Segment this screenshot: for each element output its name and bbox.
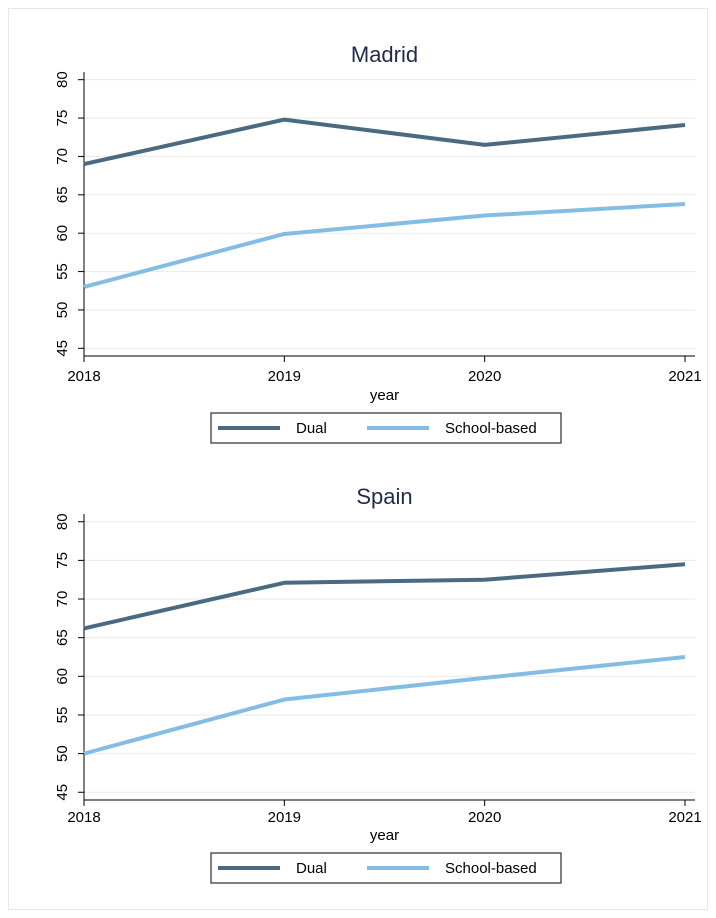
- y-tick-label: 80: [54, 71, 71, 88]
- y-tick-label: 70: [54, 591, 71, 608]
- x-tick-label: 2020: [468, 368, 501, 385]
- x-tick-label: 2020: [468, 809, 501, 826]
- y-tick-label: 80: [54, 513, 71, 530]
- series-line-dual: [83, 562, 686, 631]
- x-tick-label: 2018: [67, 368, 100, 385]
- y-tick-label: 55: [54, 707, 71, 724]
- legend-label: School-based: [445, 420, 537, 437]
- legend-label: Dual: [296, 420, 327, 437]
- series-line-school-based: [83, 202, 686, 289]
- y-tick-label: 60: [54, 225, 71, 242]
- chart-panel-madrid: Madrid 45 50 55 60 65 70 75 80 2018 2019 2020 2021 ye…: [54, 42, 702, 444]
- chart-panel-spain: Spain 45 50 55 60 65 70 75 80 2018 2019 2020 2021 yea…: [54, 484, 702, 884]
- chart-title: Spain: [356, 484, 412, 509]
- x-tick-label: 2018: [67, 809, 100, 826]
- figure-frame: [8, 8, 708, 910]
- x-tick-label: 2021: [668, 368, 701, 385]
- y-tick-label: 70: [54, 148, 71, 165]
- y-tick-label: 75: [54, 552, 71, 569]
- x-tick-label: 2019: [268, 809, 301, 826]
- y-tick-label: 75: [54, 110, 71, 127]
- x-tick-label: 2019: [268, 368, 301, 385]
- y-tick-label: 45: [54, 784, 71, 801]
- y-tick-label: 55: [54, 263, 71, 280]
- y-tick-label: 50: [54, 745, 71, 762]
- y-tick-label: 65: [54, 629, 71, 646]
- x-axis-title: year: [370, 827, 399, 844]
- x-axis-title: year: [370, 387, 399, 404]
- y-tick-label: 60: [54, 668, 71, 685]
- y-tick-label: 65: [54, 186, 71, 203]
- legend-label: Dual: [296, 860, 327, 877]
- y-tick-label: 45: [54, 340, 71, 357]
- series-line-school-based: [83, 655, 686, 756]
- x-tick-label: 2021: [668, 809, 701, 826]
- chart-title: Madrid: [351, 42, 418, 67]
- series-line-dual: [83, 117, 686, 167]
- legend-label: School-based: [445, 860, 537, 877]
- y-tick-label: 50: [54, 302, 71, 319]
